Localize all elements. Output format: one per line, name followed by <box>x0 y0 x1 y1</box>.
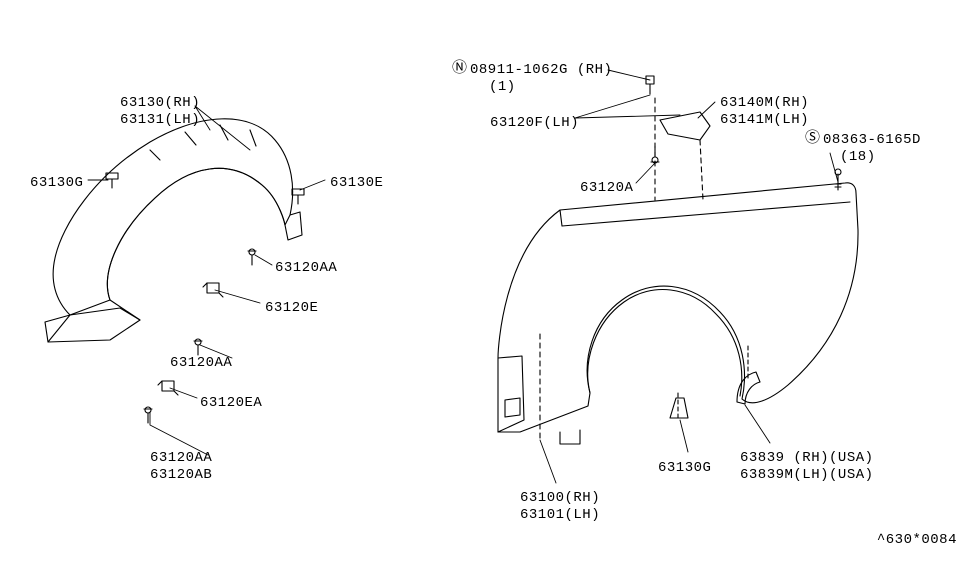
label-63130g-left: 63130G <box>30 175 83 192</box>
label-63100: 63100(RH) <box>520 490 600 507</box>
label-63130g-right: 63130G <box>658 460 711 477</box>
label-63839-rh: 63839 (RH)(USA) <box>740 450 874 467</box>
label-screw-pn: 08363-6165D <box>823 132 921 149</box>
screw-symbol-icon: Ⓢ <box>805 130 821 148</box>
label-63120f: 63120F(LH) <box>490 115 579 132</box>
label-63130e: 63130E <box>330 175 383 192</box>
label-nut-pn: 08911-1062G (RH) <box>470 62 612 79</box>
label-63120ea: 63120EA <box>200 395 262 412</box>
nut-symbol-icon: Ⓝ <box>452 60 468 78</box>
label-63120e: 63120E <box>265 300 318 317</box>
diagram-id: ^630*0084 <box>877 532 957 548</box>
label-63120aa-3: 63120AA <box>150 450 212 467</box>
label-screw-qty: (18) <box>840 149 876 166</box>
label-nut-qty: (1) <box>489 79 516 96</box>
label-63120aa-1: 63120AA <box>275 260 337 277</box>
label-63120a: 63120A <box>580 180 633 197</box>
diagram-canvas: 63130(RH) 63131(LH) 63130G 63130E 63120A… <box>0 0 975 566</box>
label-63140m: 63140M(RH) <box>720 95 809 112</box>
label-63131-lh: 63131(LH) <box>120 112 200 129</box>
label-63120ab: 63120AB <box>150 467 212 484</box>
label-63101: 63101(LH) <box>520 507 600 524</box>
label-63141m: 63141M(LH) <box>720 112 809 129</box>
label-63130-rh: 63130(RH) <box>120 95 200 112</box>
label-63839m-lh: 63839M(LH)(USA) <box>740 467 874 484</box>
label-63120aa-2: 63120AA <box>170 355 232 372</box>
